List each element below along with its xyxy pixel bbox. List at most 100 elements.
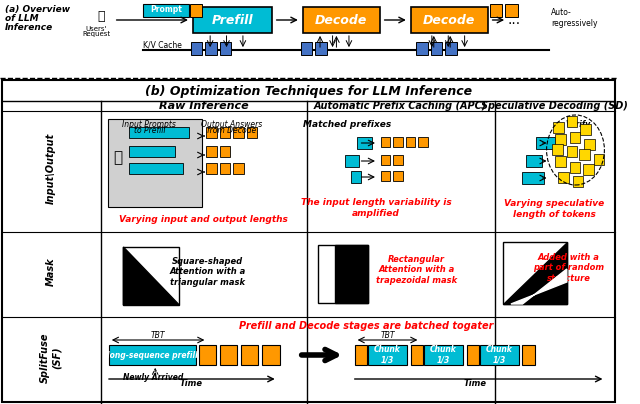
Bar (129, 146, 175, 157)
Text: Decode: Decode (315, 13, 367, 27)
Bar (206, 146, 217, 157)
Text: of LLM: of LLM (5, 14, 38, 23)
Bar (301, 42, 312, 55)
Bar (247, 127, 257, 138)
Bar (583, 164, 594, 175)
Text: Time: Time (464, 379, 487, 389)
Bar (310, 155, 345, 167)
Bar (143, 4, 189, 17)
Text: Prompt: Prompt (150, 6, 182, 15)
Text: Request: Request (83, 31, 111, 37)
Text: Raw Inference: Raw Inference (159, 101, 248, 111)
Text: Inference: Inference (5, 23, 53, 32)
Bar (501, 155, 526, 167)
Bar (220, 127, 230, 138)
Text: 👤: 👤 (113, 151, 122, 166)
Bar (536, 137, 556, 149)
Bar (191, 42, 202, 55)
Bar (220, 345, 237, 365)
Bar (381, 137, 390, 147)
Text: Auto-
regressively: Auto- regressively (552, 8, 598, 28)
Bar (580, 124, 591, 135)
Bar (220, 42, 231, 55)
Bar (558, 172, 569, 183)
Bar (316, 42, 327, 55)
Bar (573, 176, 583, 187)
Bar (394, 155, 403, 165)
Bar (318, 245, 368, 303)
Polygon shape (335, 245, 368, 303)
Bar (522, 345, 535, 365)
Bar (394, 137, 403, 147)
Bar (503, 242, 567, 304)
Bar (129, 163, 183, 174)
Bar (206, 163, 217, 174)
Bar (190, 4, 202, 17)
Text: K/V Cache: K/V Cache (143, 40, 182, 50)
Bar (205, 42, 217, 55)
Bar (2, 80, 615, 402)
Text: ...: ... (508, 13, 520, 27)
Bar (206, 127, 217, 138)
Bar (526, 155, 541, 167)
Bar (552, 144, 563, 155)
Bar (505, 4, 518, 17)
Text: Chunk
1/3: Chunk 1/3 (486, 345, 513, 365)
Polygon shape (503, 242, 567, 304)
Text: SplitFuse
(SF): SplitFuse (SF) (40, 333, 62, 383)
Text: long-sequence prefill: long-sequence prefill (107, 351, 198, 360)
Text: Matched prefixes: Matched prefixes (303, 120, 391, 129)
Bar (554, 122, 564, 133)
Text: (a) Overview: (a) Overview (5, 5, 70, 14)
Bar (570, 132, 580, 143)
Bar (501, 137, 536, 149)
Text: TBT: TBT (380, 330, 395, 339)
Bar (129, 127, 189, 138)
Bar (381, 155, 390, 165)
Bar (241, 345, 259, 365)
Bar (501, 172, 522, 184)
Bar (594, 154, 604, 165)
Bar (233, 127, 244, 138)
Text: Input Prompts: Input Prompts (122, 120, 177, 129)
Text: Prefill: Prefill (211, 13, 253, 27)
Text: Chunk
1/3: Chunk 1/3 (374, 345, 401, 365)
Bar (570, 162, 580, 173)
Text: (b) Optimization Techniques for LLM Inference: (b) Optimization Techniques for LLM Infe… (145, 84, 472, 97)
Bar (419, 137, 428, 147)
Bar (467, 345, 479, 365)
Text: Newly Arrived: Newly Arrived (124, 373, 184, 382)
Text: Chunk
1/3: Chunk 1/3 (430, 345, 457, 365)
Text: Mask: Mask (46, 258, 56, 286)
Bar (355, 345, 367, 365)
Text: to Prefill: to Prefill (134, 126, 165, 135)
Bar (411, 7, 488, 33)
Bar (406, 137, 415, 147)
Bar (381, 171, 390, 181)
Bar (108, 119, 202, 207)
Bar (262, 345, 280, 365)
Bar (124, 247, 179, 305)
Bar (567, 116, 577, 127)
Polygon shape (124, 247, 179, 305)
Bar (356, 137, 372, 149)
Bar (310, 137, 356, 149)
Bar (351, 171, 360, 183)
Text: Output Answers: Output Answers (201, 120, 262, 129)
Bar (303, 7, 380, 33)
Text: Decode: Decode (423, 13, 476, 27)
Bar (220, 146, 230, 157)
Bar (193, 7, 272, 33)
Bar (522, 172, 543, 184)
Text: Time: Time (179, 379, 202, 389)
Text: from Decode: from Decode (207, 126, 256, 135)
Text: Rectangular
Attention with a
trapezoidal mask: Rectangular Attention with a trapezoidal… (376, 255, 457, 285)
Polygon shape (511, 269, 567, 304)
Text: The input length variability is
amplified: The input length variability is amplifie… (301, 198, 451, 218)
Bar (220, 163, 230, 174)
Bar (424, 345, 463, 365)
Text: Verify: Verify (566, 120, 591, 129)
Bar (579, 149, 590, 160)
Bar (556, 134, 566, 145)
Bar (480, 345, 518, 365)
